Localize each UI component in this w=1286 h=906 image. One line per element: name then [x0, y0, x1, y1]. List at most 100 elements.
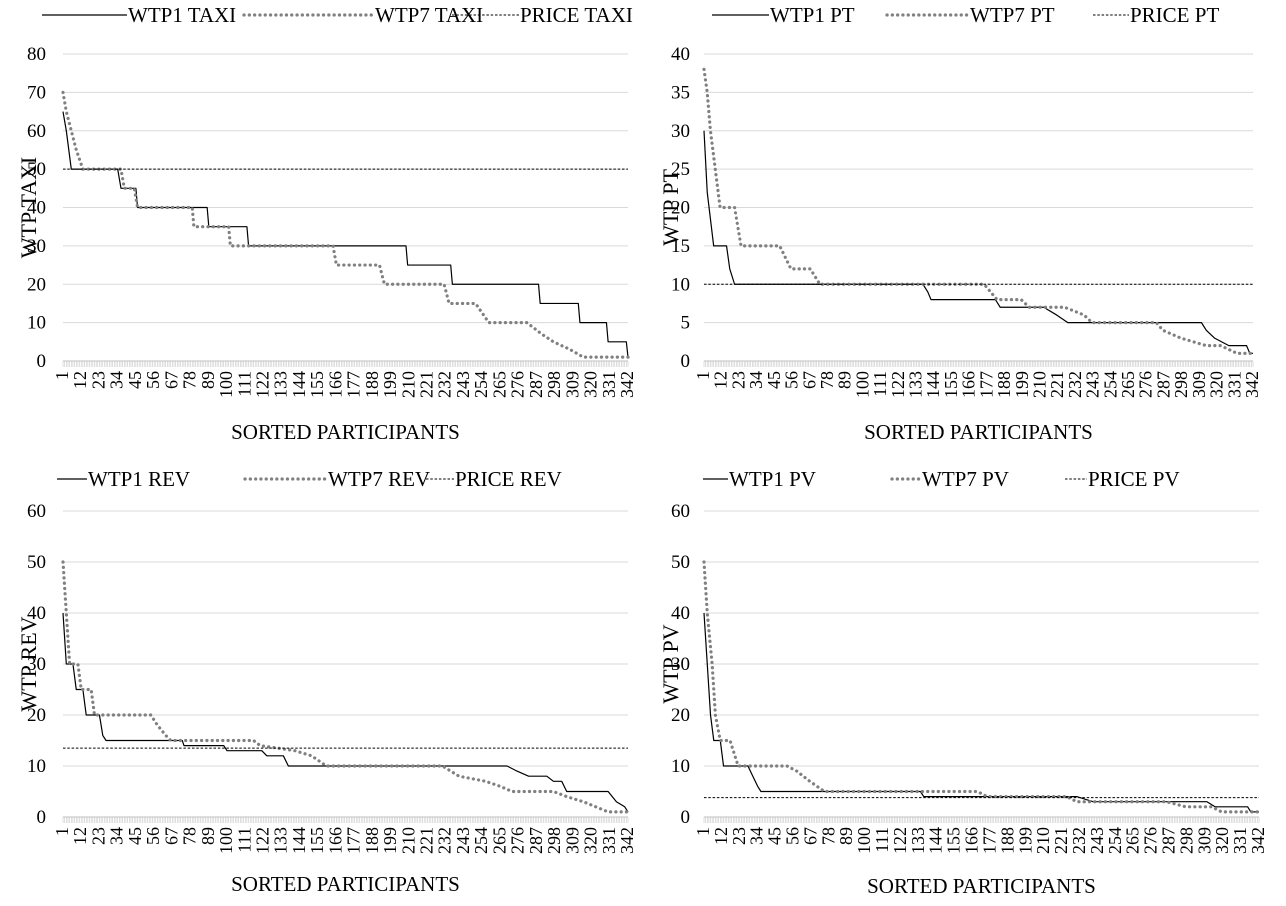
y-tick-label: 30	[27, 654, 46, 675]
x-tick-label: 221	[417, 827, 437, 854]
x-tick-label: 144	[289, 371, 309, 398]
x-tick-label: 177	[344, 371, 364, 398]
legend-label: WTP7 PV	[922, 467, 1009, 491]
chart-panel-2: 0510152025303540112233445566778891001111…	[658, 3, 1262, 444]
x-tick-label: 199	[380, 827, 400, 854]
x-tick-label: 45	[765, 827, 785, 845]
legend-label: PRICE TAXI	[520, 3, 633, 27]
x-tick-label: 210	[398, 827, 418, 854]
x-tick-label: 309	[562, 371, 582, 398]
x-tick-label: 342	[1242, 371, 1262, 398]
y-tick-label: 0	[37, 807, 47, 828]
x-tick-label: 100	[216, 371, 236, 398]
y-tick-label: 30	[27, 236, 46, 257]
x-tick-label: 254	[471, 827, 491, 854]
x-tick-label: 111	[234, 371, 254, 397]
x-tick-label: 320	[1212, 827, 1232, 854]
x-tick-label: 232	[1069, 827, 1089, 854]
x-tick-label: 276	[1136, 371, 1156, 398]
x-tick-label: 89	[198, 371, 218, 389]
x-tick-label: 34	[107, 827, 127, 845]
x-tick-label: 23	[728, 371, 748, 389]
x-tick-label: 243	[453, 827, 473, 854]
x-tick-label: 331	[1224, 371, 1244, 398]
y-tick-label: 30	[671, 654, 690, 675]
x-tick-label: 23	[729, 827, 749, 845]
x-tick-label: 122	[252, 827, 272, 854]
x-tick-label: 243	[1087, 827, 1107, 854]
x-tick-label: 56	[782, 371, 802, 389]
y-tick-label: 20	[27, 705, 46, 726]
x-tick-label: 1	[52, 371, 72, 380]
y-tick-label: 0	[37, 351, 47, 372]
y-tick-label: 80	[27, 44, 46, 65]
x-tick-label: 1	[52, 827, 72, 836]
x-tick-label: 298	[1176, 827, 1196, 854]
x-tick-label: 100	[216, 827, 236, 854]
x-tick-label: 199	[1015, 827, 1035, 854]
x-tick-label: 89	[198, 827, 218, 845]
x-tick-label: 243	[453, 371, 473, 398]
x-axis-label: SORTED PARTICIPANTS	[864, 420, 1093, 444]
y-tick-label: 20	[27, 274, 46, 295]
x-axis-label: SORTED PARTICIPANTS	[867, 874, 1096, 898]
x-tick-label: 276	[508, 371, 528, 398]
x-tick-label: 12	[70, 371, 90, 389]
y-tick-label: 60	[27, 501, 46, 522]
x-tick-label: 155	[941, 371, 961, 398]
x-tick-label: 276	[508, 827, 528, 854]
x-tick-label: 144	[923, 371, 943, 398]
x-tick-label: 166	[962, 827, 982, 854]
x-tick-label: 210	[1033, 827, 1053, 854]
y-tick-label: 40	[27, 603, 46, 624]
series-line-dotted	[61, 90, 630, 359]
x-tick-label: 298	[1171, 371, 1191, 398]
x-tick-label: 67	[799, 371, 819, 389]
x-tick-label: 287	[526, 827, 546, 854]
x-tick-label: 254	[1105, 827, 1125, 854]
x-tick-label: 23	[88, 827, 108, 845]
y-tick-label: 25	[671, 159, 690, 180]
series-line-solid	[703, 612, 1259, 813]
x-tick-label: 221	[417, 371, 437, 398]
x-tick-label: 287	[1153, 371, 1173, 398]
x-tick-label: 45	[125, 827, 145, 845]
x-tick-label: 133	[271, 371, 291, 398]
x-tick-label: 1	[693, 827, 713, 836]
chart-panel-1: 0 10 20 30 40 50 60 70 80 11223344556677889100111…	[16, 3, 637, 444]
series-line-dotted	[702, 560, 1261, 814]
y-tick-label: 50	[27, 159, 46, 180]
x-tick-label: 111	[870, 371, 890, 397]
y-tick-label: 35	[671, 82, 690, 103]
x-tick-label: 331	[599, 371, 619, 398]
x-tick-label: 12	[711, 371, 731, 389]
x-tick-label: 210	[398, 371, 418, 398]
y-tick-label: 40	[671, 603, 690, 624]
y-tick-label: 30	[671, 121, 690, 142]
x-tick-label: 331	[599, 827, 619, 854]
x-tick-label: 188	[994, 371, 1014, 398]
x-axis-ticks	[62, 361, 629, 367]
x-tick-label: 298	[544, 371, 564, 398]
x-tick-label: 45	[125, 371, 145, 389]
x-tick-label: 276	[1141, 827, 1161, 854]
y-tick-label: 10	[27, 756, 46, 777]
x-axis-label: SORTED PARTICIPANTS	[231, 872, 460, 896]
x-tick-label: 78	[817, 371, 837, 389]
y-tick-label: 50	[671, 552, 690, 573]
x-tick-label: 243	[1083, 371, 1103, 398]
chart-panel-3: 0102030405060112233445566778891001111221…	[16, 467, 637, 896]
x-tick-label: 166	[959, 371, 979, 398]
y-tick-label: 60	[671, 501, 690, 522]
legend-label: WTP7 PT	[970, 3, 1055, 27]
x-tick-label: 111	[234, 827, 254, 853]
x-tick-label: 265	[1118, 371, 1138, 398]
legend-label: PRICE PV	[1088, 467, 1180, 491]
x-tick-label: 342	[617, 827, 637, 854]
x-axis-ticks	[703, 361, 1254, 367]
legend-label: WTP1 PV	[729, 467, 816, 491]
x-tick-label: 287	[526, 371, 546, 398]
y-axis-label: WTP PV	[658, 624, 683, 703]
x-axis-label: SORTED PARTICIPANTS	[231, 420, 460, 444]
